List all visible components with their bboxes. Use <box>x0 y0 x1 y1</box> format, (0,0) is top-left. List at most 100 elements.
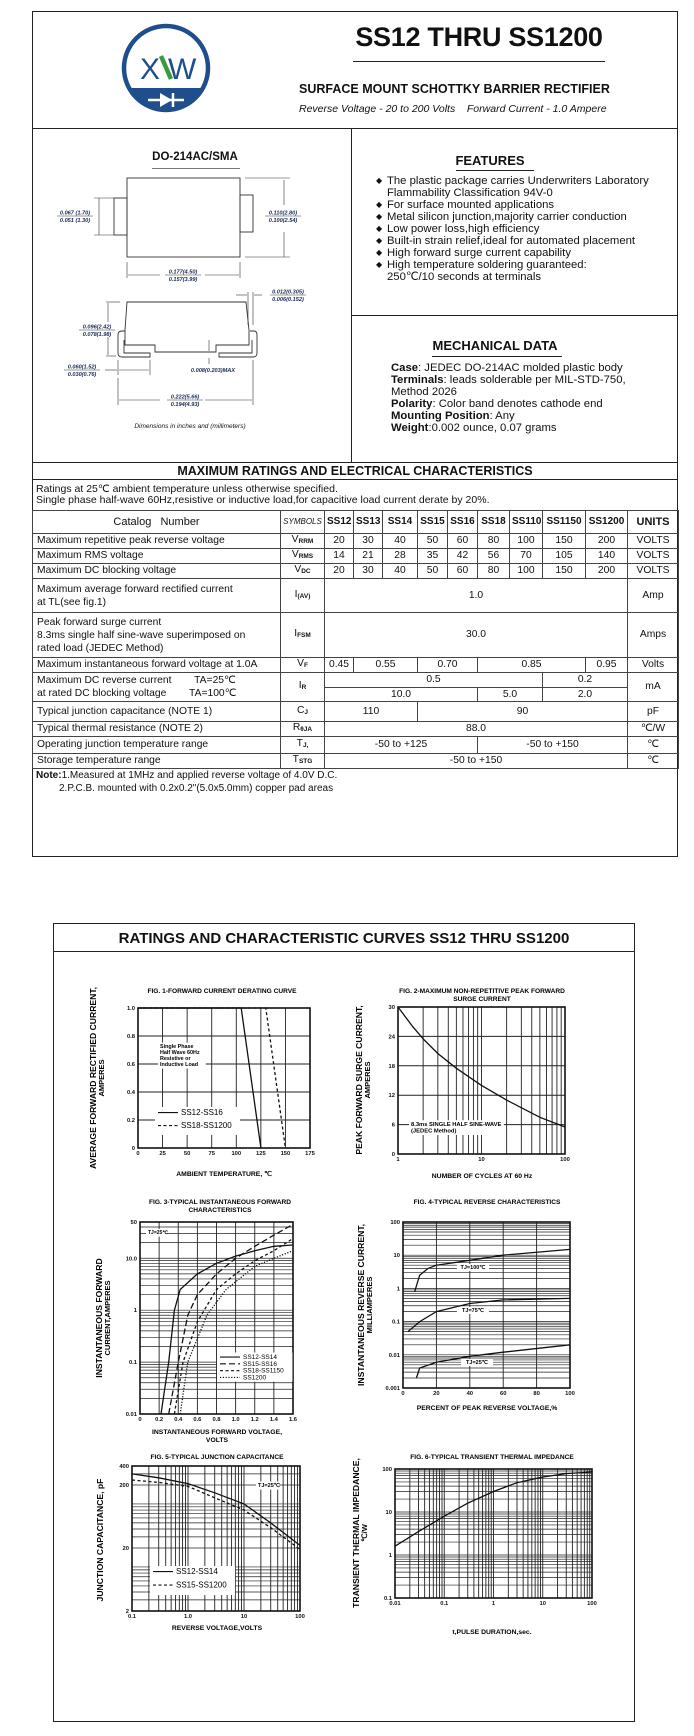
mechanical-list: Case: JEDEC DO-214AC molded plastic body… <box>391 362 676 434</box>
ratings-table: Catalog Number SYMBOLS SS12 SS13 SS14 SS15 SS1… <box>32 510 679 769</box>
feature-text: Flammability Classification 94V-0 <box>387 187 553 199</box>
feature-text: High temperature soldering guaranteed: <box>387 259 587 271</box>
annotation-text: Half Wave 60Hz <box>160 1050 200 1056</box>
parameter-cell: Maximum RMS voltage <box>32 548 281 564</box>
mechanical-item: Method 2026 <box>391 386 676 398</box>
bullet-icon: ◆ <box>376 248 383 257</box>
x-tick-label: 40 <box>467 1391 473 1397</box>
mechanical-label: Terminals <box>391 374 444 386</box>
parameter-text: at rated DC blocking voltage TA=100℃ <box>37 688 237 699</box>
y-axis-label-line: PEAK FORWARD SURGE CURRENT, <box>354 1005 364 1154</box>
chart-title-line: FIG. 4-TYPICAL REVERSE CHARACTERISTICS <box>414 1199 561 1206</box>
y-tick-label: 2 <box>126 1609 129 1615</box>
x-axis-label: REVERSE VOLTAGE,VOLTS <box>172 1625 263 1632</box>
parameter-text: Storage temperature range <box>37 755 161 766</box>
legend-label: SS12-SS14 <box>176 1567 218 1576</box>
y-tick-label: 0.6 <box>127 1062 136 1068</box>
mechanical-item: Case: JEDEC DO-214AC molded plastic body <box>391 362 676 374</box>
y-tick-label: 1.0 <box>127 1006 135 1012</box>
chart-fig-1: 0 25 50 75 100 125 150 175 0 0.2 0.4 0.6 0.8 1.0 FIG. … <box>88 987 316 1178</box>
dimension-lead-length-max: 0.060(1.52) <box>68 365 97 371</box>
notes-label: Note: <box>36 770 62 781</box>
x-tick-label: 125 <box>256 1151 266 1157</box>
x-tick-label: 1.0 <box>184 1614 192 1620</box>
chart-grid <box>139 1221 294 1415</box>
y-tick-label: 0.4 <box>127 1090 136 1096</box>
curves-page-title: RATINGS AND CHARACTERISTIC CURVES SS12 T… <box>118 930 570 947</box>
parameter-text: rated load (JEDEC Method) <box>37 642 164 654</box>
note-1: 1.Measured at 1MHz and applied reverse v… <box>61 770 338 781</box>
unit-cell: Amps <box>627 612 679 658</box>
y-tick-label: 200 <box>119 1483 129 1489</box>
x-tick-label: 1.0 <box>232 1417 240 1423</box>
y-axis-label: JUNCTION CAPACITANCE, pF <box>95 1479 105 1602</box>
feature-item: ◆ The plastic package carries Underwriter… <box>376 175 677 199</box>
y-tick-label: 18 <box>389 1064 396 1070</box>
feature-text: For surface mounted applications <box>387 199 555 211</box>
series-label: TJ=100℃ <box>461 1264 487 1271</box>
x-tick-label: 0.1 <box>128 1614 137 1620</box>
series-label: TJ=25℃ <box>466 1359 489 1366</box>
chart-annotation: TJ=25℃ <box>146 1229 168 1237</box>
x-tick-label: 25 <box>159 1151 166 1157</box>
chart-title-line: SURGE CURRENT <box>453 996 511 1003</box>
dimension-lines <box>94 177 290 405</box>
bullet-icon: ◆ <box>376 176 383 185</box>
y-tick-label: 1 <box>389 1553 393 1559</box>
y-tick-label: 1 <box>397 1286 401 1292</box>
plot-frame <box>131 1465 301 1612</box>
ratings-divider <box>32 462 678 463</box>
x-tick-label: 100 <box>560 1157 570 1163</box>
annotation-text: 8.3ms SINGLE HALF SINE-WAVE <box>411 1122 502 1128</box>
series-line-ss15-ss1200 <box>131 1479 301 1550</box>
y-axis-label-line: TRANSIENT THERMAL IMPEDANCE, <box>351 1458 361 1608</box>
y-tick-label: 0.1 <box>129 1360 138 1366</box>
condition-line: Single phase half-wave 60Hz,resistive or… <box>36 494 490 506</box>
tick-labels: 1 10 100 0 6 12 18 24 30 <box>389 1005 570 1163</box>
mechanical-item: Terminals: leads solderable per MIL-STD-… <box>391 374 676 386</box>
y-tick-label: 1 <box>134 1308 138 1314</box>
chart-title-line: FIG. 6-TYPICAL TRANSIENT THERMAL IMPEDAN… <box>410 1454 574 1461</box>
x-tick-label: 150 <box>281 1151 291 1157</box>
document-subtitle: SURFACE MOUNT SCHOTTKY BARRIER RECTIFIER <box>299 82 610 96</box>
legend-label: SS12-SS16 <box>181 1108 223 1117</box>
x-axis-label: AMBIENT TEMPERATURE, ℃ <box>176 1170 272 1178</box>
x-tick-label: 0.01 <box>389 1601 401 1607</box>
parameter-text: at TL(see fig.1) <box>37 596 107 608</box>
parameter-cell: Maximum instantaneous forward voltage at… <box>32 657 281 673</box>
condition-line: Ratings at 25℃ ambient temperature unles… <box>36 483 338 495</box>
mechanical-value: :0.002 ounce, 0.07 grams <box>428 422 557 434</box>
value-cell: 30.0 <box>324 612 628 658</box>
annotation-background <box>146 1229 168 1237</box>
package-outline-drawing <box>94 177 290 405</box>
table-row: Maximum RMS voltage VRMS 14 21 28 35 42 56 70 105… <box>32 548 679 564</box>
x-tick-label: 20 <box>433 1391 439 1397</box>
symbol-cell: IFSM <box>280 612 325 658</box>
legend-background <box>150 1566 236 1595</box>
y-axis-label-line: AVERAGE FORWARD RECTIFIED CURRENT, <box>88 987 98 1169</box>
mechanical-value: : JEDEC DO-214AC molded plastic body <box>418 362 623 374</box>
mechanical-label: Weight <box>391 422 429 434</box>
chart-fig-5: 0.1 1.0 10 100 2 20 200 400 FIG. 5-TYPICAL JUNCT… <box>95 1454 305 1632</box>
chart-title-line: FIG. 5-TYPICAL JUNCTION CAPACITANCE <box>151 1454 285 1461</box>
dimension-labels: 0.067 (1.70)0.051 (1.30) 0.110(2.80)0.100… <box>57 211 306 408</box>
tick-labels: 0.1 1.0 10 100 2 20 200 400 <box>119 1464 305 1620</box>
dimension-lead-thickness-min: 0.006(0.152) <box>272 297 304 303</box>
annotation-background <box>158 1042 206 1069</box>
parameter-cell: Maximum DC blocking voltage <box>32 563 281 579</box>
series-line-ss12-ss14 <box>160 1244 294 1415</box>
dimension-overall-height-min: 0.078(1.98) <box>83 332 112 338</box>
feature-text: High forward surge current capability <box>387 247 571 259</box>
header-part-ss14: SS14 <box>382 510 418 534</box>
y-axis-label-line: AMPERES <box>363 1061 372 1098</box>
x-tick-label: 0.8 <box>212 1417 221 1423</box>
header-symbols: SYMBOLS <box>280 510 325 534</box>
legend-background <box>155 1107 241 1135</box>
y-tick-label: 12 <box>389 1093 395 1099</box>
y-axis-label-line: JUNCTION CAPACITANCE, pF <box>95 1479 105 1602</box>
plot-frame <box>397 1006 566 1155</box>
parameter-text: Maximum DC reverse current TA=25℃ <box>37 675 236 686</box>
legend-label: SS15-SS1200 <box>176 1581 227 1590</box>
chart-series <box>394 1471 593 1547</box>
chart-annotation: 8.3ms SINGLE HALF SINE-WAVE(JEDEC Method… <box>409 1120 504 1135</box>
